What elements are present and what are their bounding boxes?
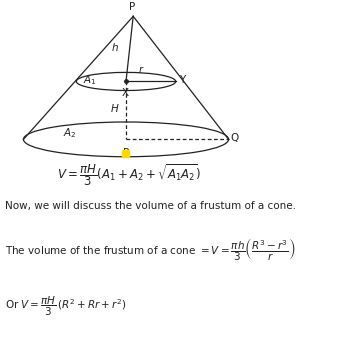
Text: $A_2$: $A_2$: [63, 126, 77, 140]
Text: R: R: [123, 148, 130, 159]
Text: Or $V = \dfrac{\pi H}{3}\,(R^2 + Rr + r^2)$: Or $V = \dfrac{\pi H}{3}\,(R^2 + Rr + r^…: [5, 294, 127, 317]
Text: $A_1$: $A_1$: [83, 73, 96, 87]
Text: X: X: [121, 88, 129, 98]
Text: $V = \dfrac{\pi H}{3}(A_1 + A_2 +\sqrt{A_1 A_2})$: $V = \dfrac{\pi H}{3}(A_1 + A_2 +\sqrt{A…: [57, 163, 202, 189]
Text: Now, we will discuss the volume of a frustum of a cone.: Now, we will discuss the volume of a fru…: [5, 201, 296, 211]
Text: Y: Y: [179, 75, 185, 85]
Bar: [122, 150, 129, 157]
Text: The volume of the frustum of a cone $=V =\dfrac{\pi h}{3}\left(\dfrac{R^3-r^3}{r: The volume of the frustum of a cone $=V …: [5, 236, 296, 263]
Text: Q: Q: [230, 133, 239, 143]
Text: H: H: [111, 104, 118, 114]
Text: r: r: [138, 65, 143, 75]
Text: P: P: [129, 1, 136, 12]
Text: h: h: [111, 43, 118, 53]
